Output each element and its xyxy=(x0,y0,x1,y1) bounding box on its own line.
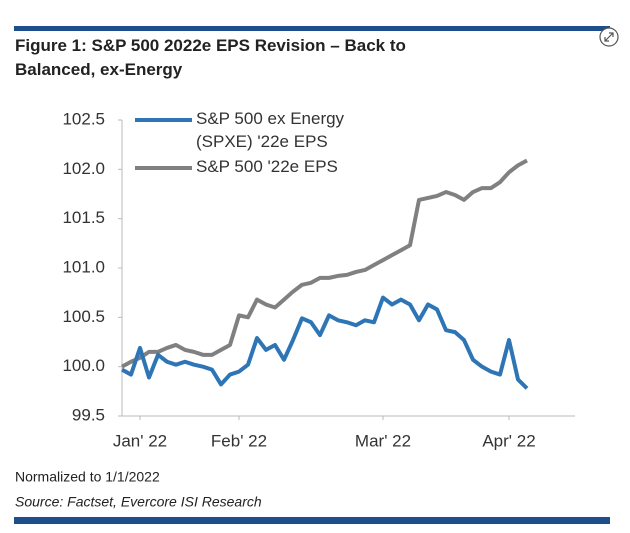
legend-label: S&P 500 '22e EPS xyxy=(196,157,338,176)
y-tick-label: 102.0 xyxy=(62,159,105,178)
series-line xyxy=(121,295,529,390)
legend-label: S&P 500 ex Energy (SPXE) '22e EPS xyxy=(196,109,345,151)
chart-title: Figure 1: S&P 500 2022e EPS Revision – B… xyxy=(15,36,406,79)
y-tick-label: 100.5 xyxy=(62,307,105,326)
x-tick-label: Apr' 22 xyxy=(482,431,535,450)
bottom-rule xyxy=(14,517,610,524)
y-tick-label: 99.5 xyxy=(72,405,105,424)
note: Normalized to 1/1/2022 xyxy=(15,469,160,485)
y-tick-label: 102.5 xyxy=(62,109,105,128)
x-tick-label: Jan' 22 xyxy=(113,431,167,450)
x-tick-label: Mar' 22 xyxy=(355,431,411,450)
expand-glyph xyxy=(604,32,614,42)
y-tick-label: 100.0 xyxy=(62,356,105,375)
y-tick-label: 101.0 xyxy=(62,257,105,276)
source: Source: Factset, Evercore ISI Research xyxy=(15,494,262,510)
top-rule xyxy=(14,26,610,31)
y-tick-label: 101.5 xyxy=(62,208,105,227)
x-tick-label: Feb' 22 xyxy=(211,431,267,450)
series-line xyxy=(121,158,528,369)
